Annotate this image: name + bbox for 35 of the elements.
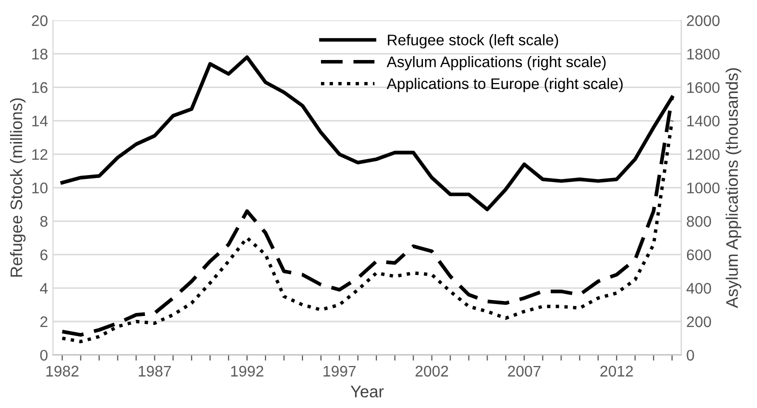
y-tick-label: 4 [40,283,48,294]
y2-tick-label: 600 [686,249,712,260]
x-axis-title: Year [350,386,384,398]
legend-label: Applications to Europe (right scale) [386,78,623,92]
y2-tick-label: 2000 [686,15,720,26]
y2-tick-label: 1000 [687,182,720,194]
x-tick-label: 2002 [416,366,448,377]
y2-tick-label: 1200 [687,149,720,160]
y2-tick-label: 1600 [687,82,720,93]
legend-label: Refugee stock (left scale) [388,34,558,48]
y2-axis-title: Asylum Applications (thousands) [726,68,742,308]
x-tick-label: 1982 [46,366,78,377]
y-tick-label: 10 [32,182,48,194]
x-tick-label: 2012 [600,366,633,377]
y-tick-label: 8 [40,216,48,227]
y-axis-title: Refugee Stock (millions) [10,98,26,277]
x-tick-label: 1992 [231,366,264,377]
y2-tick-label: 0 [686,350,694,361]
y-tick-label: 18 [32,48,48,60]
y2-tick-label: 400 [686,282,712,294]
y2-tick-label: 1800 [687,48,720,60]
y-tick-label: 6 [40,249,48,260]
y2-tick-label: 800 [686,216,712,227]
y2-tick-label: 1400 [687,116,720,126]
y-tick-label: 20 [32,15,48,26]
legend-label: Asylum Applications (right scale) [386,56,606,70]
y-tick-label: 0 [40,350,48,361]
y-tick-label: 12 [32,149,48,160]
x-tick-label: 1987 [138,366,171,377]
y-tick-label: 16 [32,82,48,93]
x-tick-label: 1997 [324,366,356,377]
y2-tick-label: 200 [686,316,712,328]
x-tick-label: 2007 [508,366,540,377]
y-tick-label: 14 [32,116,48,126]
y-tick-label: 2 [40,316,48,328]
